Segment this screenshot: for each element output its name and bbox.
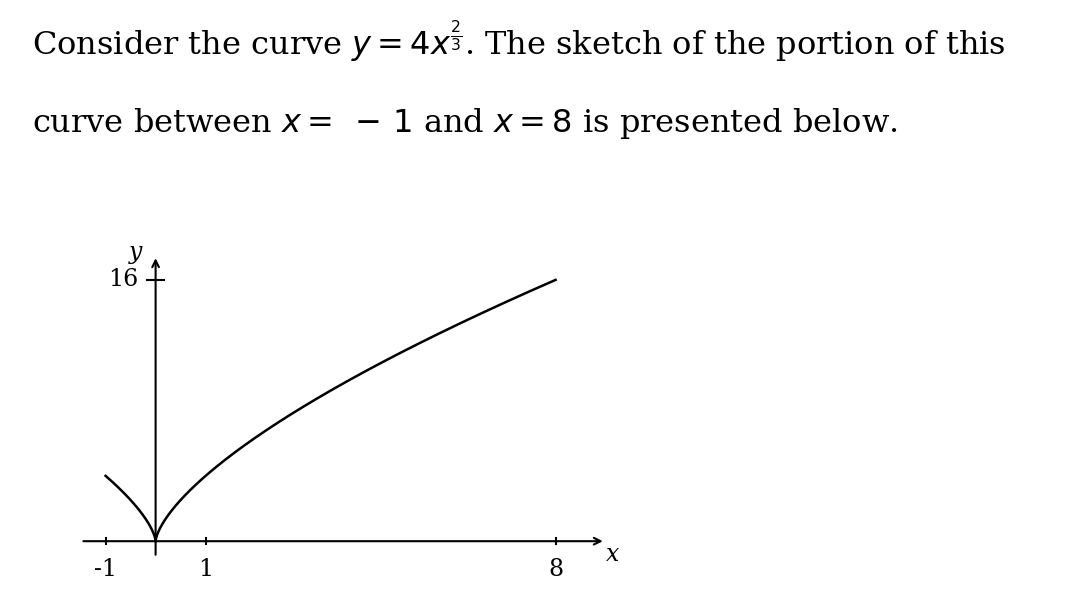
Text: 8: 8 (548, 558, 563, 581)
Text: Consider the curve $y = 4x^{\frac{2}{3}}$. The sketch of the portion of this: Consider the curve $y = 4x^{\frac{2}{3}}… (32, 18, 1007, 65)
Text: x: x (606, 543, 620, 566)
Text: 16: 16 (108, 268, 138, 291)
Text: 1: 1 (198, 558, 213, 581)
Text: -1: -1 (94, 558, 117, 581)
Text: y: y (129, 241, 143, 264)
Text: curve between $x =\;-\,1$ and $x = 8$ is presented below.: curve between $x =\;-\,1$ and $x = 8$ is… (32, 106, 899, 140)
